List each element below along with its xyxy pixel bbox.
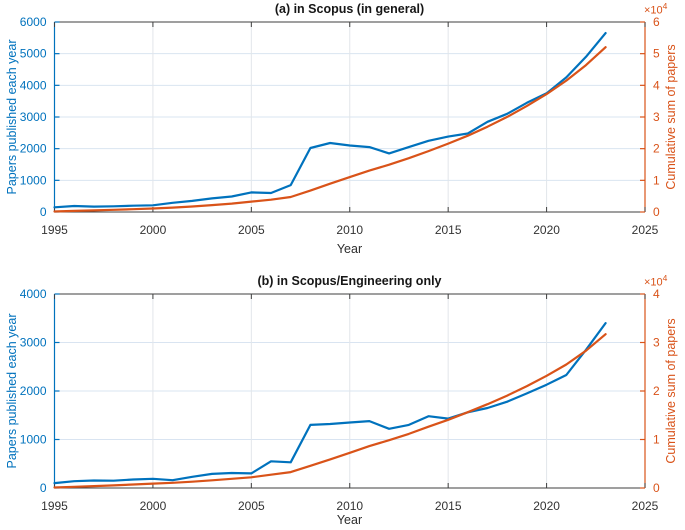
papers-per-year-line (53, 31, 607, 209)
subplot-b-left-axis-label: Papers published each year (5, 313, 19, 469)
x-tick-label: 2025 (632, 223, 659, 237)
right-y-tick-label: 4 (653, 287, 660, 301)
multiplier-exponent: 4 (662, 273, 668, 283)
left-y-tick-label: 0 (40, 205, 47, 219)
left-y-tick-label: 6000 (20, 15, 47, 29)
subplot-b-right-axis-multiplier: ×104 (644, 273, 667, 289)
left-y-tick-label: 5000 (20, 47, 47, 61)
multiplier-base: ×10 (644, 4, 663, 17)
cumulative-sum-line (53, 333, 607, 489)
x-tick-label: 2005 (238, 499, 265, 513)
subplot-a-title: (a) in Scopus (in general) (274, 2, 425, 16)
left-y-tick-label: 3000 (20, 336, 47, 350)
subplot-a-plot: 1995 2000 2005 2010 2015 2020 2025010002000300… (20, 15, 660, 237)
subplot-a-right-axis-multiplier: ×104 (644, 1, 667, 17)
x-tick-label: 2010 (336, 223, 363, 237)
subplot-b-right-axis-label: Cumulative sum of papers (664, 318, 678, 464)
subplot-a-right-axis-label: Cumulative sum of papers (664, 44, 678, 190)
x-tick-label: 2020 (533, 499, 560, 513)
subplot-a-xaxis-label: Year (336, 242, 363, 256)
x-tick-label: 2005 (238, 223, 265, 237)
left-y-tick-label: 2000 (20, 384, 47, 398)
multiplier-exponent: 4 (662, 1, 668, 11)
x-tick-label: 2000 (140, 499, 167, 513)
right-y-tick-label: 3 (653, 110, 660, 124)
right-y-tick-label: 3 (653, 336, 660, 350)
left-y-tick-label: 1000 (20, 433, 47, 447)
right-y-tick-label: 4 (653, 78, 660, 92)
right-y-tick-label: 0 (653, 481, 660, 495)
x-tick-label: 1995 (41, 499, 68, 513)
papers-per-year-line (53, 322, 607, 485)
left-y-tick-label: 3000 (20, 110, 47, 124)
left-y-tick-label: 2000 (20, 142, 47, 156)
right-y-tick-label: 6 (653, 15, 660, 29)
right-y-tick-label: 1 (653, 433, 660, 447)
right-y-tick-label: 2 (653, 384, 660, 398)
x-tick-label: 2000 (140, 223, 167, 237)
right-y-tick-label: 1 (653, 173, 660, 187)
subplot-b-title: (b) in Scopus/Engineering only (257, 274, 442, 288)
x-tick-label: 2015 (435, 499, 462, 513)
subplot-b-xaxis-label: Year (336, 513, 363, 527)
subplot-b-plot: 1995 2000 2005 2010 2015 2020 2025 0 1000 2000 300… (20, 287, 660, 513)
cumulative-sum-line (53, 46, 607, 213)
x-tick-label: 1995 (41, 223, 68, 237)
x-tick-label: 2010 (336, 499, 363, 513)
multiplier-base: ×10 (644, 276, 663, 289)
x-tick-label: 2025 (632, 499, 659, 513)
left-y-tick-label: 0 (40, 481, 47, 495)
right-y-tick-label: 0 (653, 205, 660, 219)
left-y-tick-label: 4000 (20, 287, 47, 301)
left-y-tick-label: 1000 (20, 173, 47, 187)
subplot-a-left-axis-label: Papers published each year (5, 39, 19, 195)
left-y-tick-label: 4000 (20, 78, 47, 92)
right-y-tick-label: 2 (653, 142, 660, 156)
x-tick-label: 2015 (435, 223, 462, 237)
right-y-tick-label: 5 (653, 47, 660, 61)
x-tick-label: 2020 (533, 223, 560, 237)
